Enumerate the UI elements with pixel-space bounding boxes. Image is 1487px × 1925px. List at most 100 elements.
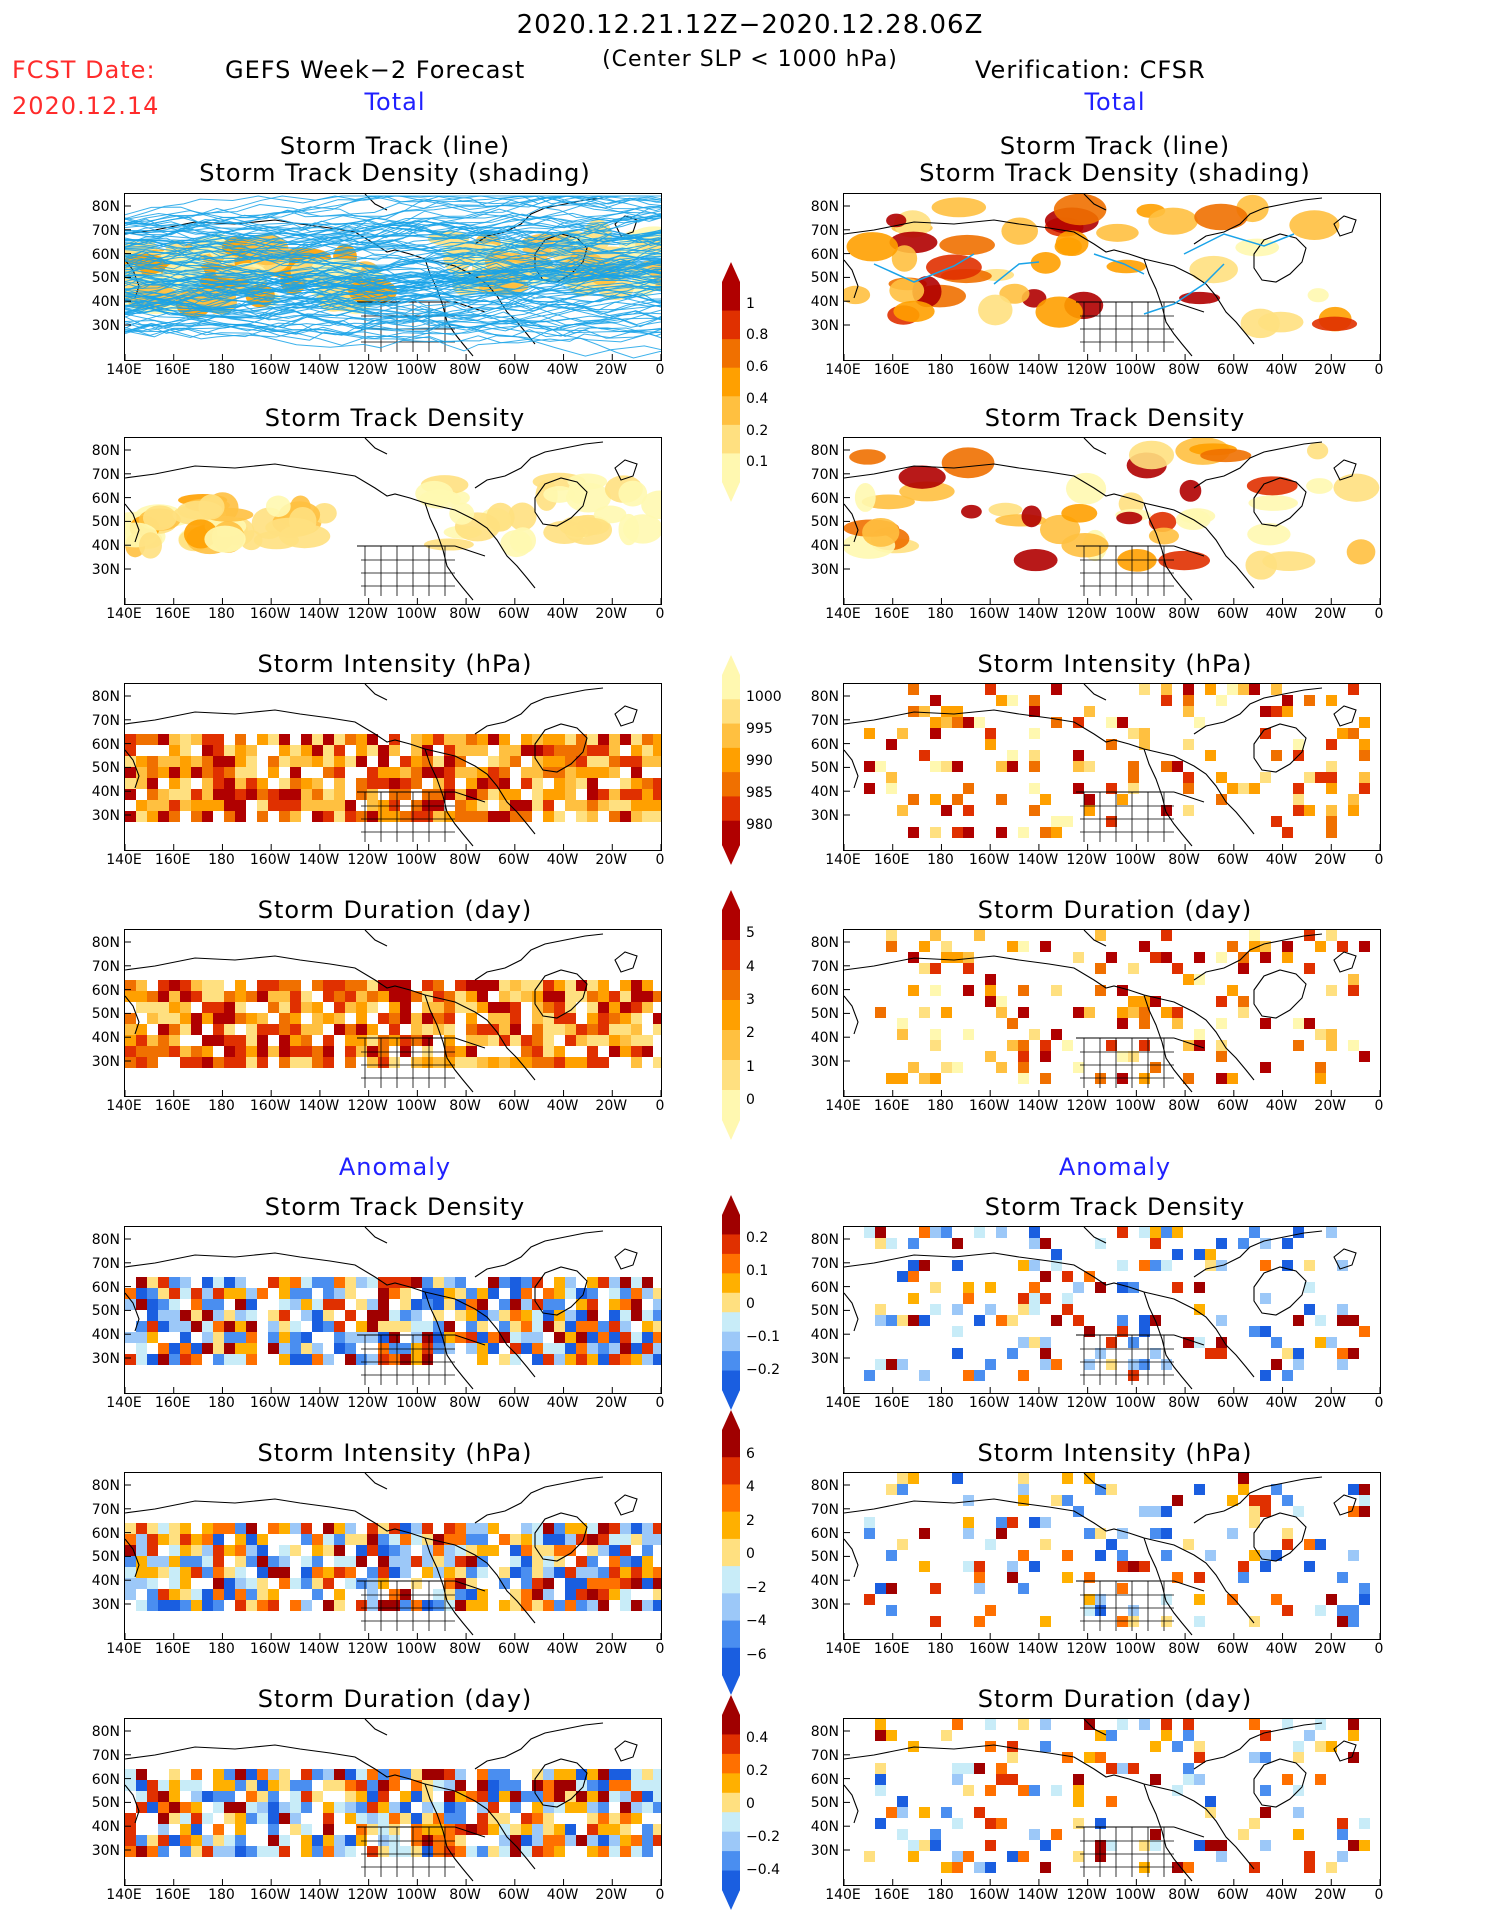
grid-cell [510, 1013, 521, 1024]
grid-cell [334, 745, 345, 756]
grid-cell [974, 1862, 985, 1873]
grid-cell [598, 991, 609, 1002]
grid-cell [378, 1578, 389, 1589]
coastline-segment [844, 1784, 859, 1824]
colorbar-swatch [722, 396, 740, 426]
coastline-segment [844, 219, 1145, 260]
grid-cell [323, 1523, 334, 1534]
latitude-tick-label: 80N [810, 199, 839, 215]
grid-cell [1282, 1238, 1293, 1249]
coastline-segment [125, 1292, 140, 1332]
grid-cell [268, 1277, 279, 1288]
grid-cell [334, 1332, 345, 1343]
grid-cell [422, 1545, 433, 1556]
density-shading-cell [1306, 478, 1333, 494]
grid-cell [576, 1534, 587, 1545]
storm-track [125, 258, 661, 286]
coastline-segment [1143, 258, 1255, 345]
grid-cell [477, 1556, 488, 1567]
grid-cell [147, 1321, 158, 1332]
density-shading-cell [198, 494, 225, 520]
grid-cell [1227, 684, 1238, 695]
grid-cell [1073, 1282, 1084, 1293]
grid-cell [543, 1791, 554, 1802]
grid-cell [1128, 761, 1139, 772]
grid-cell [257, 1802, 268, 1813]
storm-track [125, 195, 661, 225]
political-border [1076, 301, 1205, 313]
grid-cell [268, 1824, 279, 1835]
density-shading-cell [204, 525, 246, 553]
colorbar-swatch [722, 1753, 740, 1774]
grid-cell [1205, 1348, 1216, 1359]
grid-cell [941, 1862, 952, 1873]
grid-cell [1139, 941, 1150, 952]
grid-cell [488, 1035, 499, 1046]
grid-cell [312, 1310, 323, 1321]
grid-cell [919, 1840, 930, 1851]
grid-cell [136, 756, 147, 767]
grid-cell [334, 811, 345, 822]
grid-cell [1216, 1073, 1227, 1084]
grid-cell [598, 789, 609, 800]
grid-cell [1359, 1495, 1370, 1506]
grid-cell [389, 1035, 400, 1046]
grid-cell [389, 778, 400, 789]
grid-cell [1172, 963, 1183, 974]
grid-cell [136, 1567, 147, 1578]
grid-cell [356, 991, 367, 1002]
grid-cell [631, 1534, 642, 1545]
latitude-tick-label: 60N [810, 982, 839, 999]
grid-cell [963, 985, 974, 996]
grid-cell [1139, 1007, 1150, 1018]
longitude-tick-label: 20W [1314, 606, 1347, 622]
grid-cell [642, 1035, 653, 1046]
grid-cell [378, 1791, 389, 1802]
grid-cell [1150, 1260, 1161, 1271]
grid-cell [125, 1013, 136, 1024]
grid-cell [477, 1523, 488, 1534]
grid-cell [1040, 1337, 1051, 1348]
grid-cell [444, 1277, 455, 1288]
colorbar-swatch [722, 339, 740, 369]
grid-cell [257, 1600, 268, 1611]
grid-cell [433, 1310, 444, 1321]
grid-cell [455, 1545, 466, 1556]
colorbar-label: 1 [746, 1058, 755, 1075]
grid-cell [985, 728, 996, 739]
grid-cell [290, 767, 301, 778]
grid-cell [312, 1769, 323, 1780]
grid-cell [169, 778, 180, 789]
latitude-tick-label: 70N [91, 222, 120, 239]
grid-cell [565, 1024, 576, 1035]
grid-cell [180, 1343, 191, 1354]
density-shading-cell [941, 447, 995, 479]
grid-cell [620, 756, 631, 767]
grid-cell [1128, 1561, 1139, 1572]
grid-cell [334, 1299, 345, 1310]
grid-cell [1359, 1506, 1370, 1517]
grid-cell [422, 1288, 433, 1299]
grid-cell [1249, 941, 1260, 952]
grid-cell [268, 980, 279, 991]
grid-cell [631, 1523, 642, 1534]
grid-cell [213, 1523, 224, 1534]
coastline-segment [1333, 1248, 1357, 1270]
latitude-tick-label: 50N [91, 1795, 120, 1812]
longitude-tick-label: 160E [154, 362, 191, 378]
grid-cell [1095, 985, 1106, 996]
map-canvas [125, 684, 661, 850]
grid-cell [224, 1813, 235, 1824]
grid-cell [499, 1057, 510, 1068]
longitude-tick-label: 100W [396, 1395, 437, 1411]
grid-cell [202, 1002, 213, 1013]
grid-cell [510, 745, 521, 756]
longitude-tick-label: 160E [873, 1887, 910, 1903]
grid-cell [609, 1780, 620, 1791]
grid-cell [191, 1556, 202, 1567]
grid-cell [279, 980, 290, 991]
political-border [1076, 1334, 1205, 1346]
grid-cell [1139, 996, 1150, 1007]
grid-cell [1018, 1719, 1029, 1730]
grid-cell [257, 1589, 268, 1600]
